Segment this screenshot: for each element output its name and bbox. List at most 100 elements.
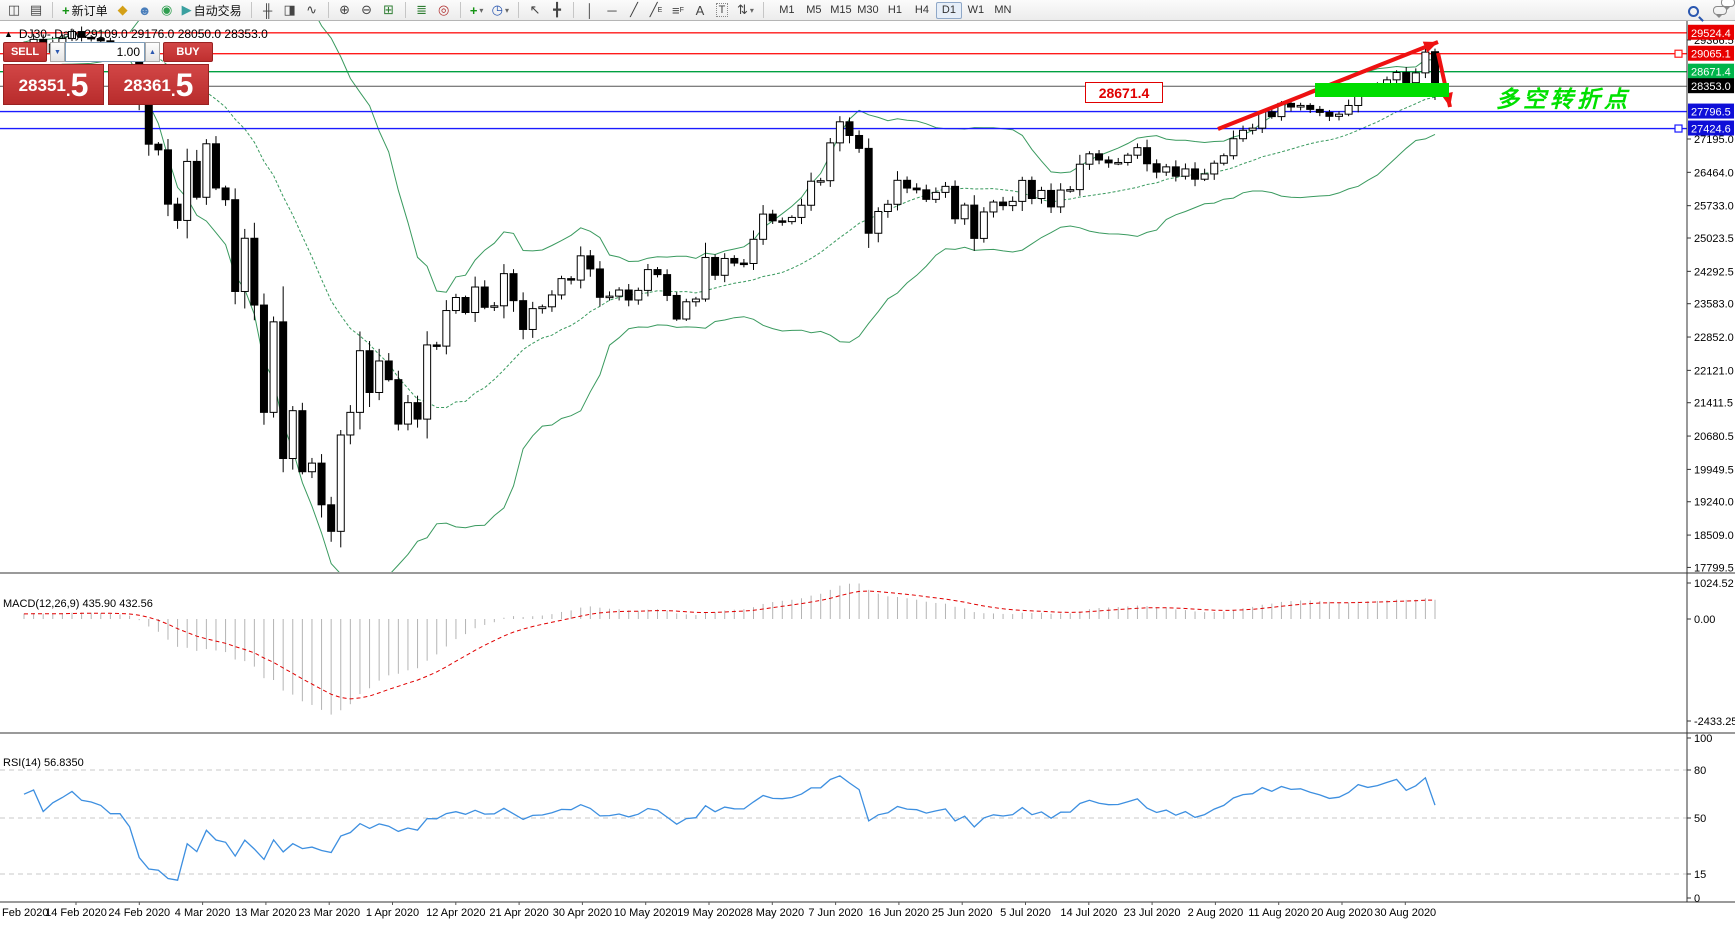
svg-text:11 Aug 2020: 11 Aug 2020: [1248, 907, 1309, 919]
tile-windows-icon[interactable]: ⊞: [383, 2, 395, 17]
svg-text:14 Feb 2020: 14 Feb 2020: [45, 907, 107, 919]
svg-text:22852.0: 22852.0: [1694, 332, 1734, 344]
candlestick-chart-icon[interactable]: ◨: [283, 2, 296, 17]
svg-text:21411.5: 21411.5: [1694, 398, 1733, 410]
sell-price[interactable]: 28351. 5: [3, 64, 104, 105]
price-note-annotation[interactable]: 28671.4: [1085, 82, 1163, 103]
svg-text:Feb 2020: Feb 2020: [2, 907, 48, 919]
svg-text:29524.4: 29524.4: [1691, 28, 1731, 40]
timeframe-toolbar: M1 M5 M15 M30 H1 H4 D1 W1 MN: [774, 1, 1016, 19]
horizontal-line-icon[interactable]: ─: [607, 2, 617, 18]
timeframe-button-h1[interactable]: H1: [887, 4, 902, 16]
svg-text:17799.5: 17799.5: [1694, 562, 1734, 574]
timeframe-button-m30[interactable]: M30: [857, 4, 879, 16]
toolbar-separator: [517, 2, 519, 18]
text-icon[interactable]: A: [695, 2, 705, 18]
timeframe-button-m1[interactable]: M1: [779, 4, 795, 16]
zoom-out-icon[interactable]: ⊖: [361, 2, 373, 17]
svg-text:10 May 2020: 10 May 2020: [614, 907, 678, 919]
svg-text:50: 50: [1694, 813, 1706, 825]
turning-point-text-annotation[interactable]: 多空转折点: [1496, 86, 1631, 112]
svg-text:29065.1: 29065.1: [1691, 49, 1731, 61]
price-label: 27796.5: [1688, 103, 1734, 119]
rsi-layer: [0, 769, 1687, 881]
search-icon[interactable]: [1688, 5, 1699, 17]
arrows-tool-icon[interactable]: ⇅ ▾: [736, 2, 754, 17]
signals-icon[interactable]: ◉: [160, 2, 173, 17]
price-label: 29065.1: [1688, 45, 1734, 61]
price-label: 27424.6: [1688, 120, 1734, 136]
macd-layer: [23, 583, 1436, 715]
toolbar-separator: [52, 2, 53, 18]
metaquotes-icon[interactable]: ◆: [117, 2, 128, 17]
cursor-icon[interactable]: ↖: [529, 2, 541, 17]
new-order-button[interactable]: + 新订单: [62, 2, 108, 18]
svg-text:27195.0: 27195.0: [1694, 134, 1734, 146]
svg-text:14 Jul 2020: 14 Jul 2020: [1060, 907, 1117, 919]
fibonacci-icon[interactable]: ≡ F: [672, 2, 684, 18]
volume-increase-button[interactable]: ▲: [145, 42, 160, 62]
add-indicator-button[interactable]: + ▾: [469, 2, 484, 18]
toolbar-separator: [404, 2, 406, 18]
bollinger-bands-layer: [23, 0, 1436, 573]
crosshair-icon[interactable]: ╋: [553, 2, 561, 17]
price-label: 29524.4: [1688, 24, 1734, 40]
objects-list-icon[interactable]: ◎: [437, 2, 450, 17]
timeframe-button-m5[interactable]: M5: [806, 4, 822, 16]
autotrading-button[interactable]: ▶ 自动交易: [181, 2, 242, 18]
price-chart-area[interactable]: 30076.029366.527195.026464.025733.025023…: [0, 0, 1735, 921]
main-toolbar: ◫ ▤ + 新订单 ◆ ☻ ◉ ▶ 自动交易 ╫ ◨ ∿ ⊕ ⊖ ⊞ ≣ ◎ + ▾ ◷ ▾ ↖ ╋ │ ─ ╱ ╱ E ≡ F A T ⇅ ▾ M…: [0, 0, 1735, 21]
svg-text:16 Jun 2020: 16 Jun 2020: [869, 907, 930, 919]
svg-text:26464.0: 26464.0: [1694, 167, 1734, 179]
toolbar-separator: [250, 2, 252, 18]
svg-text:30 Apr 2020: 30 Apr 2020: [553, 907, 612, 919]
svg-text:25023.5: 25023.5: [1694, 233, 1734, 245]
timeframe-button-w1[interactable]: W1: [967, 4, 985, 16]
highlight-rectangle-annotation[interactable]: [1315, 83, 1449, 97]
indicators-list-icon[interactable]: ≣: [416, 2, 428, 17]
timeframe-button-m15[interactable]: M15: [830, 4, 852, 16]
svg-text:25 Jun 2020: 25 Jun 2020: [932, 907, 993, 919]
chart-title: ▲ DJ30-,Daily 29109.0 29176.0 28050.0 28…: [4, 27, 268, 41]
vertical-line-icon[interactable]: │: [585, 2, 595, 18]
svg-text:30 Aug 2020: 30 Aug 2020: [1374, 907, 1436, 919]
svg-text:-2433.25: -2433.25: [1694, 716, 1735, 728]
chat-icon[interactable]: [1713, 0, 1735, 20]
collapse-triangle-icon[interactable]: ▲: [4, 29, 13, 39]
charts-window-icon[interactable]: ◫: [7, 2, 21, 17]
svg-text:20 Aug 2020: 20 Aug 2020: [1311, 907, 1373, 919]
volume-input[interactable]: [65, 42, 145, 62]
svg-text:13 Mar 2020: 13 Mar 2020: [235, 907, 297, 919]
channel-icon[interactable]: ╱ E: [649, 2, 663, 17]
label-icon[interactable]: T: [712, 1, 732, 19]
buy-button[interactable]: BUY: [163, 42, 213, 62]
expert-advisors-icon[interactable]: ☻: [137, 2, 152, 18]
one-click-trade-panel: SELL ▼ ▲ BUY 28351.5 28361.5: [3, 42, 219, 105]
rsi-label: RSI(14) 56.8350: [3, 757, 84, 769]
volume-decrease-button[interactable]: ▼: [50, 42, 65, 62]
bar-chart-icon[interactable]: ╫: [263, 2, 273, 18]
svg-text:28 May 2020: 28 May 2020: [740, 907, 804, 919]
svg-text:27796.5: 27796.5: [1691, 107, 1731, 119]
period-button[interactable]: ◷ ▾: [491, 2, 509, 17]
svg-text:28671.4: 28671.4: [1691, 67, 1731, 79]
svg-text:27424.6: 27424.6: [1691, 124, 1731, 136]
svg-text:23 Mar 2020: 23 Mar 2020: [298, 907, 360, 919]
svg-text:2 Aug 2020: 2 Aug 2020: [1188, 907, 1244, 919]
zoom-in-icon[interactable]: ⊕: [339, 2, 351, 17]
svg-text:0: 0: [1694, 893, 1700, 905]
profiles-icon[interactable]: ▤: [29, 2, 43, 17]
buy-price[interactable]: 28361. 5: [108, 64, 209, 105]
svg-text:4 Mar 2020: 4 Mar 2020: [175, 907, 231, 919]
svg-text:20680.5: 20680.5: [1694, 431, 1734, 443]
sell-button[interactable]: SELL: [3, 42, 47, 62]
trendline-icon[interactable]: ╱: [630, 2, 638, 17]
svg-text:19240.0: 19240.0: [1694, 497, 1734, 509]
line-chart-icon[interactable]: ∿: [306, 2, 318, 17]
svg-text:18509.0: 18509.0: [1694, 530, 1734, 542]
timeframe-button-d1[interactable]: D1: [935, 1, 962, 19]
toolbar-separator: [572, 2, 574, 18]
timeframe-button-mn[interactable]: MN: [994, 4, 1012, 16]
timeframe-button-h4[interactable]: H4: [914, 4, 929, 16]
